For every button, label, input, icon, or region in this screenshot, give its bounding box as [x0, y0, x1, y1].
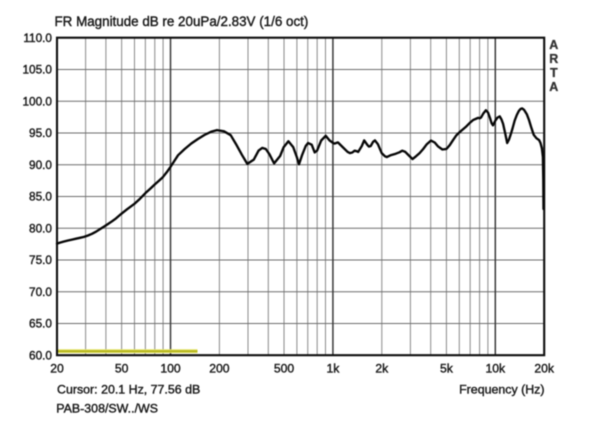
svg-text:A: A	[549, 38, 558, 52]
svg-text:105.0: 105.0	[22, 63, 52, 77]
svg-text:FR Magnitude dB re 20uPa/2.83V: FR Magnitude dB re 20uPa/2.83V (1/6 oct)	[55, 14, 309, 29]
svg-text:20k: 20k	[534, 362, 555, 376]
svg-text:20: 20	[50, 362, 64, 376]
svg-text:200: 200	[209, 362, 230, 376]
svg-text:5k: 5k	[440, 362, 454, 376]
svg-text:Cursor: 20.1 Hz, 77.56 dB: Cursor: 20.1 Hz, 77.56 dB	[57, 383, 200, 397]
svg-text:PAB-308/SW../WS: PAB-308/SW../WS	[56, 401, 158, 415]
svg-text:R: R	[549, 52, 558, 66]
svg-text:70.0: 70.0	[29, 285, 52, 299]
svg-text:1k: 1k	[326, 362, 340, 376]
svg-text:T: T	[550, 66, 558, 80]
svg-text:90.0: 90.0	[29, 158, 52, 172]
svg-text:Frequency (Hz): Frequency (Hz)	[459, 383, 544, 397]
svg-text:50: 50	[115, 362, 129, 376]
svg-text:80.0: 80.0	[29, 221, 52, 235]
svg-text:75.0: 75.0	[29, 253, 52, 267]
svg-text:85.0: 85.0	[29, 190, 52, 204]
svg-text:A: A	[549, 80, 558, 94]
svg-text:500: 500	[274, 362, 295, 376]
svg-text:100.0: 100.0	[22, 94, 52, 108]
svg-text:10k: 10k	[485, 362, 506, 376]
svg-text:100: 100	[160, 362, 181, 376]
svg-text:2k: 2k	[375, 362, 389, 376]
svg-text:60.0: 60.0	[29, 348, 52, 362]
svg-text:65.0: 65.0	[29, 317, 52, 331]
svg-text:110.0: 110.0	[23, 31, 52, 45]
svg-text:95.0: 95.0	[29, 126, 52, 140]
